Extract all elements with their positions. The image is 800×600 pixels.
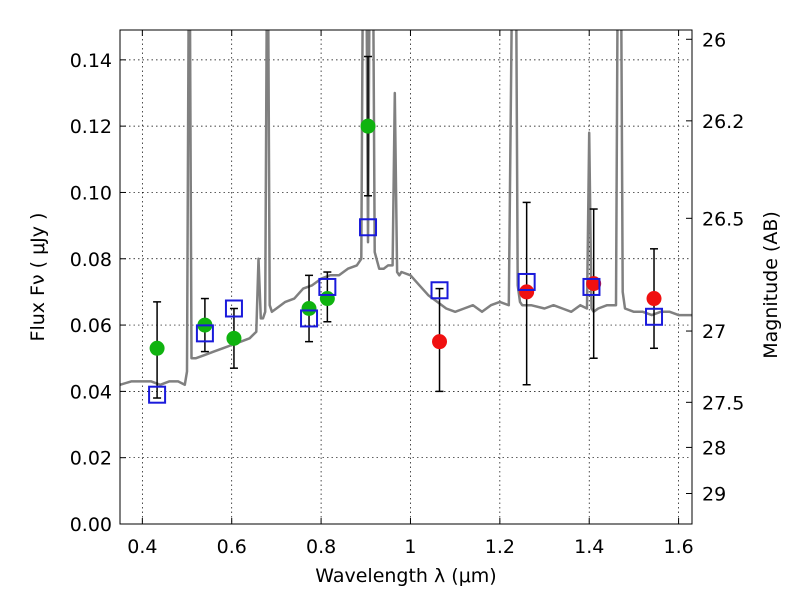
x-tick-label: 1.2 [485, 536, 515, 558]
x-axis-label: Wavelength λ (μm) [315, 565, 496, 587]
y-tick-label: 0.12 [70, 116, 112, 138]
x-tick-label: 0.6 [217, 536, 247, 558]
model-point [300, 309, 319, 328]
y-tick-label: 0.10 [70, 182, 112, 204]
model-point [318, 277, 337, 296]
x-tick-label: 1 [404, 536, 416, 558]
model-point [582, 277, 601, 296]
right-tick-label: 26.5 [702, 208, 744, 230]
data-point [319, 291, 335, 307]
right-tick-label: 26.2 [702, 111, 744, 133]
right-tick-label: 26 [702, 29, 726, 51]
right-axis-label: Magnitude (AB) [760, 211, 782, 359]
y-tick-label: 0.00 [70, 514, 112, 536]
data-point [519, 284, 535, 300]
right-tick-label: 27 [702, 321, 726, 343]
model-point [517, 272, 536, 291]
right-tick-label: 27.5 [702, 392, 744, 414]
model-spectrum [120, 30, 692, 387]
data-point [149, 340, 165, 356]
x-tick-label: 1.4 [574, 536, 604, 558]
axis-ticks: 0.4 0.6 0.8 1 1.2 1.4 1.6 0.00 0.02 0.04 0.06 0.08 0… [70, 29, 745, 558]
model-point [359, 218, 378, 237]
spectrum-line [120, 30, 692, 387]
data-point [432, 334, 448, 350]
data-point [226, 330, 242, 346]
x-tick-label: 1.6 [663, 536, 693, 558]
right-tick-label: 28 [702, 437, 726, 459]
data-markers [148, 118, 664, 404]
x-tick-label: 0.8 [306, 536, 336, 558]
right-tick-label: 29 [702, 483, 726, 505]
y-tick-label: 0.02 [70, 448, 112, 470]
y-tick-label: 0.08 [70, 249, 112, 271]
model-point [148, 385, 167, 404]
plot-frame [119, 29, 693, 525]
y-tick-label: 0.04 [70, 381, 112, 403]
y-tick-label: 0.06 [70, 315, 112, 337]
data-point [360, 118, 376, 134]
grid-lines [120, 30, 692, 525]
model-point [195, 324, 214, 343]
data-point [301, 300, 317, 316]
model-point [224, 299, 243, 318]
model-point [645, 307, 664, 326]
model-point [430, 281, 449, 300]
y-axis-label: Flux Fν ( μJy ) [27, 213, 49, 342]
y-tick-label: 0.14 [70, 50, 112, 72]
x-tick-label: 0.4 [127, 536, 157, 558]
data-point [646, 291, 662, 307]
